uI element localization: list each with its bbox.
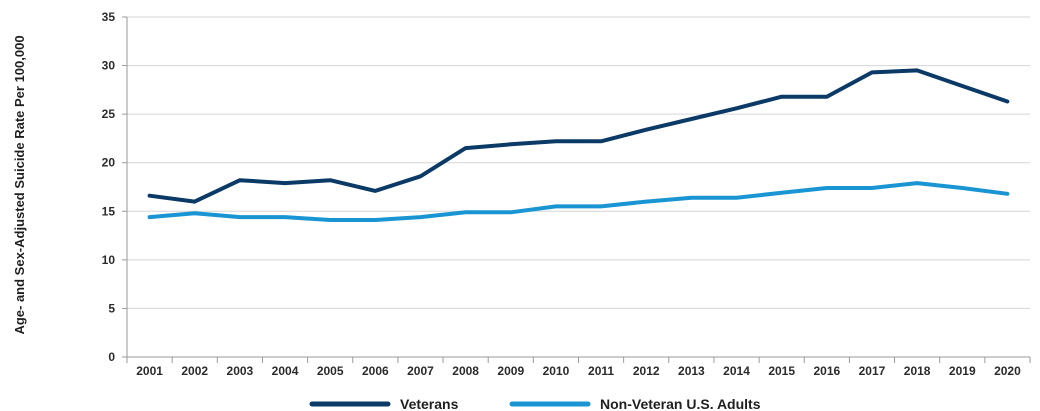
- x-tick-label: 2019: [949, 364, 976, 378]
- legend-label-veterans: Veterans: [400, 396, 459, 411]
- x-tick-label: 2008: [452, 364, 479, 378]
- x-tick-label: 2007: [407, 364, 434, 378]
- x-tick-label: 2017: [859, 364, 886, 378]
- y-tick-label: 10: [102, 253, 116, 267]
- x-tick-label: 2001: [136, 364, 163, 378]
- x-tick-label: 2015: [768, 364, 795, 378]
- axes: [126, 17, 1030, 363]
- legend: Veterans Non-Veteran U.S. Adults: [309, 396, 761, 411]
- x-tick-labels: 2001 2002 2003 2004 2005 2006 2007 2008 2009 2010…: [126, 357, 1031, 378]
- x-tick-label: 2006: [362, 364, 389, 378]
- series-lines: [147, 68, 1010, 222]
- y-tick-label: 20: [102, 156, 116, 170]
- x-tick-label: 2013: [678, 364, 705, 378]
- x-tick-label: 2014: [723, 364, 750, 378]
- y-tick-label: 35: [102, 10, 116, 24]
- x-tick-label: 2003: [227, 364, 254, 378]
- x-tick-label: 2010: [543, 364, 570, 378]
- series-line-0: [147, 68, 1010, 204]
- y-tick-label: 5: [108, 301, 115, 315]
- y-tick-label: 25: [102, 107, 116, 121]
- x-tick-label: 2020: [994, 364, 1021, 378]
- y-tick-label: 30: [102, 59, 116, 73]
- x-tick-label: 2018: [904, 364, 931, 378]
- x-tick-label: 2011: [588, 364, 614, 378]
- y-axis-label: Age- and Sex-Adjusted Suicide Rate Per 1…: [12, 35, 27, 334]
- x-tick-label: 2016: [813, 364, 840, 378]
- y-tick-label: 15: [102, 204, 116, 218]
- x-tick-label: 2012: [633, 364, 660, 378]
- y-tick-labels: 0 5 10 15 20 25 30 35: [102, 10, 116, 364]
- y-tick-label: 0: [108, 350, 115, 364]
- series-line-1: [147, 181, 1010, 222]
- legend-label-non-veterans: Non-Veteran U.S. Adults: [600, 396, 761, 411]
- x-tick-label: 2004: [272, 364, 299, 378]
- gridlines: [122, 16, 1030, 358]
- x-tick-label: 2009: [497, 364, 524, 378]
- x-tick-label: 2005: [317, 364, 344, 378]
- x-tick-label: 2002: [181, 364, 208, 378]
